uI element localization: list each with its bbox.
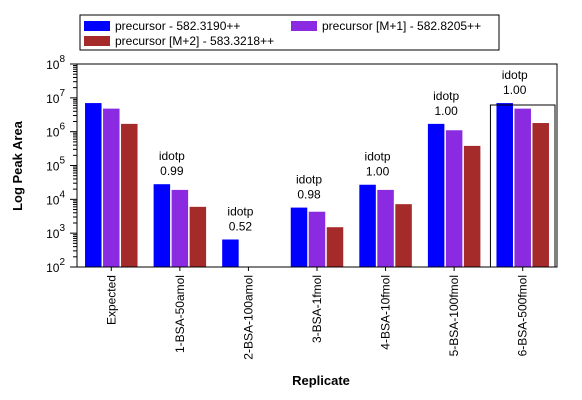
idotp-label: idotp: [227, 204, 253, 218]
idotp-label: idotp: [502, 68, 528, 82]
bar: [514, 109, 531, 267]
bar: [496, 103, 513, 267]
bar: [154, 184, 171, 267]
idotp-value: 0.52: [229, 219, 253, 233]
legend-label: precursor [M+2] - 583.3218++: [115, 34, 274, 48]
bar: [309, 212, 326, 267]
idotp-value: 1.00: [366, 165, 390, 179]
bar: [532, 123, 549, 267]
bar: [121, 124, 137, 267]
bar: [464, 146, 481, 267]
bar: [103, 109, 120, 267]
y-tick-label: 105: [46, 156, 65, 174]
idotp-value: 0.98: [297, 188, 321, 202]
idotp-label: idotp: [365, 150, 391, 164]
idotp-value: 1.00: [434, 104, 458, 118]
bar: [359, 185, 376, 267]
x-tick-label: 5-BSA-100fmol: [447, 275, 461, 356]
legend-swatch: [84, 21, 110, 31]
legend-label: precursor - 582.3190++: [115, 19, 240, 33]
y-tick-label: 102: [46, 257, 65, 275]
legend-swatch: [84, 36, 110, 46]
bar: [222, 239, 239, 267]
x-tick-label: 2-BSA-100amol: [241, 275, 255, 360]
bar: [291, 208, 308, 267]
y-tick-label: 106: [46, 122, 65, 140]
x-tick-label: 3-BSA-1fmol: [310, 275, 324, 343]
x-tick-label: Expected: [104, 275, 118, 325]
idotp-value: 1.00: [503, 83, 527, 97]
y-tick-label: 103: [46, 223, 65, 241]
y-tick-label: 107: [46, 88, 65, 106]
x-tick-label: 4-BSA-10fmol: [379, 275, 393, 350]
y-axis-title: Log Peak Area: [10, 120, 25, 211]
bar: [327, 227, 344, 267]
idotp-label: idotp: [433, 89, 459, 103]
bar: [377, 190, 394, 267]
bar: [446, 130, 463, 267]
legend-swatch: [291, 21, 317, 31]
idotp-label: idotp: [296, 173, 322, 187]
bar: [172, 190, 189, 267]
y-tick-label: 108: [46, 54, 65, 72]
bar: [190, 207, 207, 267]
bar: [395, 204, 412, 267]
y-tick-label: 104: [46, 189, 65, 207]
legend: precursor - 582.3190++ precursor [M+1] - …: [80, 15, 499, 50]
idotp-label: idotp: [159, 149, 185, 163]
x-axis-title: Replicate: [292, 373, 350, 388]
x-tick-label: 1-BSA-50amol: [173, 275, 187, 353]
bar: [85, 103, 102, 267]
x-tick-label: 6-BSA-500fmol: [516, 275, 530, 356]
idotp-value: 0.99: [160, 164, 184, 178]
legend-label: precursor [M+1] - 582.8205++: [322, 19, 481, 33]
bar: [428, 124, 445, 267]
